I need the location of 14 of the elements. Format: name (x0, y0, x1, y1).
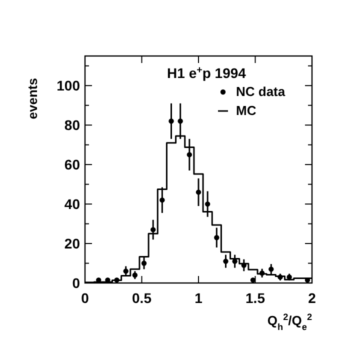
x-tick-label: 1 (194, 290, 203, 306)
y-tick-label: 0 (72, 275, 80, 291)
x-tick-label: 1.5 (246, 290, 266, 306)
legend-label: MC (236, 103, 257, 118)
text: H1 e$^{+}$p 1994 (167, 64, 246, 81)
legend-label: NC data (236, 84, 286, 99)
x-tick-label: 2 (308, 290, 316, 306)
y-tick-label: 20 (64, 236, 80, 252)
y-tick-label: 40 (64, 196, 80, 212)
x-tick-label: 0.5 (132, 290, 152, 306)
y-tick-label: 60 (64, 156, 80, 173)
y-tick-label: 80 (64, 117, 80, 134)
y-tick-label: 100 (56, 78, 80, 94)
y-axis-title: events (25, 78, 40, 120)
